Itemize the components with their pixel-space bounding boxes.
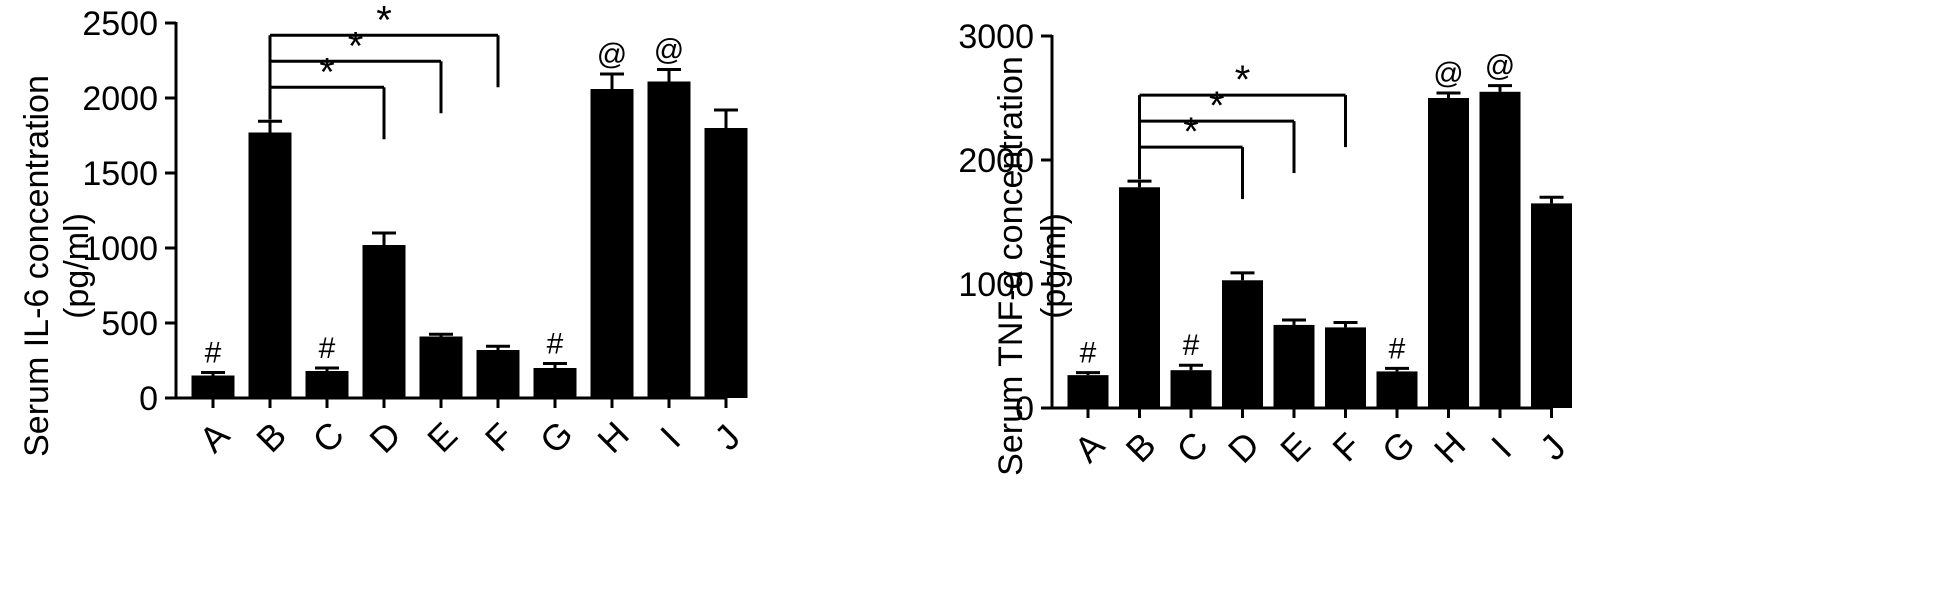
bar — [1170, 370, 1212, 408]
x-tick-label: J — [1532, 426, 1574, 468]
x-tick-label: E — [1272, 424, 1318, 470]
x-tick-label: B — [248, 414, 294, 460]
x-tick-label: H — [1426, 423, 1473, 470]
x-tick-label: J — [706, 416, 748, 458]
x-tick-label: F — [477, 415, 522, 460]
y-tick-label: 2500 — [82, 5, 158, 43]
x-tick-label: H — [589, 413, 636, 460]
significance-mark: # — [1080, 337, 1097, 370]
bar — [704, 128, 748, 398]
bar — [419, 336, 463, 398]
bar — [1325, 327, 1366, 408]
x-tick-label: A — [191, 414, 237, 460]
x-tick-label: B — [1118, 424, 1164, 470]
y-axis-label: Serum IL-6 concentration — [18, 75, 56, 457]
bar — [1376, 371, 1418, 408]
bracket-label: * — [1209, 84, 1225, 128]
x-tick-label: D — [1220, 423, 1267, 470]
bar — [1119, 187, 1160, 408]
x-tick-label: C — [304, 413, 351, 460]
significance-mark: # — [1389, 332, 1406, 365]
y-axis-unit: (pg/ml) — [58, 213, 96, 319]
bar — [647, 81, 691, 398]
significance-mark: # — [1183, 329, 1200, 362]
bar — [1479, 91, 1521, 409]
bar — [1428, 98, 1469, 408]
x-tick-label: I — [1483, 429, 1519, 465]
significance-mark: @ — [1485, 50, 1515, 83]
bracket-label: * — [376, 0, 392, 42]
x-tick-label: D — [361, 413, 408, 460]
y-tick-label: 500 — [101, 305, 158, 343]
bar — [1222, 280, 1263, 408]
significance-mark: # — [547, 328, 564, 361]
bracket-label: * — [319, 50, 335, 94]
y-tick-label: 0 — [1015, 390, 1034, 428]
y-tick-label: 0 — [139, 380, 158, 418]
x-tick-label: G — [1374, 423, 1423, 472]
bar — [1531, 203, 1572, 408]
bracket-label: * — [348, 24, 364, 68]
x-tick-label: F — [1324, 425, 1369, 470]
y-tick-label: 1500 — [82, 155, 158, 193]
y-axis-unit: (pg/ml) — [1035, 213, 1073, 319]
bar — [362, 245, 406, 398]
bar — [1067, 375, 1109, 408]
bar — [305, 371, 349, 398]
y-tick-label: 1000 — [82, 230, 158, 268]
bar — [248, 132, 292, 398]
y-tick-label: 2000 — [82, 80, 158, 118]
significance-mark: @ — [1433, 57, 1463, 90]
x-tick-label: A — [1066, 424, 1112, 470]
tnf-chart: Serum TNF-α concentration (pg/ml) 0 1000 2… — [958, 18, 1573, 476]
x-tick-label: G — [532, 413, 581, 462]
bar — [590, 89, 634, 398]
y-tick-label: 1000 — [958, 266, 1034, 304]
bar — [533, 368, 577, 398]
il6-chart: Serum IL-6 concentration (pg/ml) 0 500 100… — [18, 0, 748, 462]
significance-mark: # — [319, 332, 336, 365]
bar — [191, 375, 235, 398]
bracket-label: * — [1235, 58, 1251, 102]
significance-mark: @ — [597, 38, 627, 71]
x-tick-label: C — [1168, 423, 1215, 470]
bracket-label: * — [1183, 110, 1199, 154]
significance-mark: # — [205, 337, 222, 370]
y-tick-label: 2000 — [958, 142, 1034, 180]
y-axis-label: Serum TNF-α concentration — [992, 56, 1030, 476]
x-tick-label: I — [652, 419, 688, 455]
x-tick-label: E — [419, 414, 465, 460]
bar — [1273, 324, 1315, 408]
bar — [476, 350, 520, 398]
significance-mark: @ — [654, 34, 684, 67]
y-tick-label: 3000 — [958, 18, 1034, 56]
